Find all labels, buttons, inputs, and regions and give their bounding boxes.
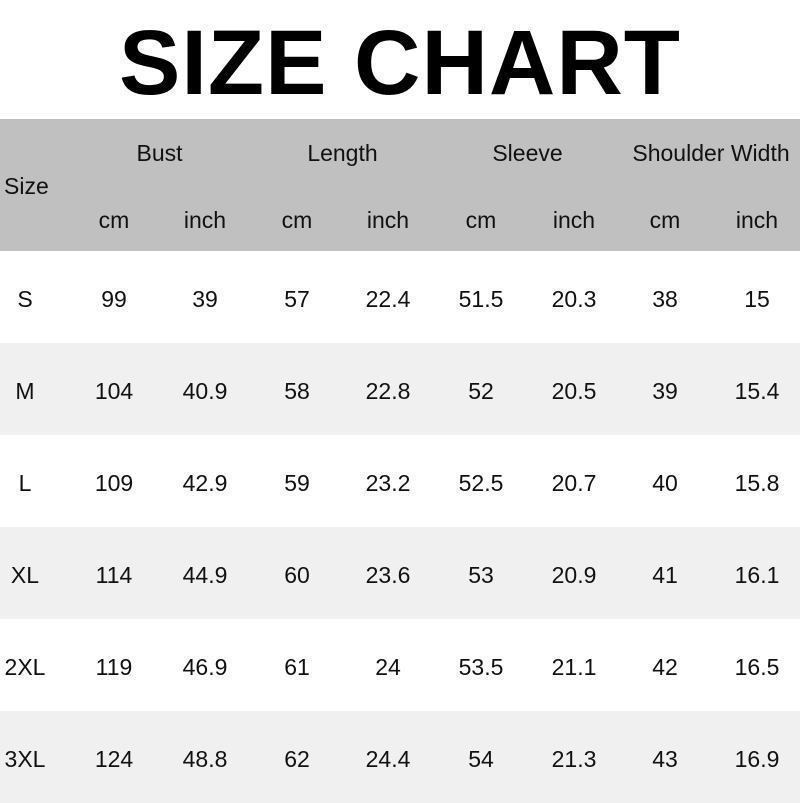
value-cell: 16.5 xyxy=(734,654,780,680)
header-unit: cm xyxy=(465,207,497,233)
table-row xyxy=(0,343,800,435)
header-group-shoulder-width: Shoulder Width xyxy=(632,140,790,166)
value-cell: 46.9 xyxy=(182,654,228,680)
value-cell: 22.8 xyxy=(365,378,411,404)
header-unit: inch xyxy=(366,207,410,233)
value-cell: 40 xyxy=(652,470,678,496)
table-row xyxy=(0,527,800,619)
value-cell: 44.9 xyxy=(182,562,228,588)
size-cell: M xyxy=(15,378,35,404)
value-cell: 24 xyxy=(375,654,401,680)
value-cell: 59 xyxy=(284,470,310,496)
value-cell: 54 xyxy=(468,746,494,772)
value-cell: 40.9 xyxy=(182,378,228,404)
value-cell: 124 xyxy=(94,746,134,772)
value-cell: 52 xyxy=(468,378,494,404)
size-cell: 3XL xyxy=(4,746,46,772)
header-unit: inch xyxy=(183,207,227,233)
value-cell: 15.8 xyxy=(734,470,780,496)
value-cell: 43 xyxy=(652,746,678,772)
value-cell: 15.4 xyxy=(734,378,780,404)
value-cell: 16.9 xyxy=(734,746,780,772)
value-cell: 41 xyxy=(652,562,678,588)
value-cell: 16.1 xyxy=(734,562,780,588)
value-cell: 60 xyxy=(284,562,310,588)
value-cell: 61 xyxy=(284,654,310,680)
value-cell: 39 xyxy=(652,378,678,404)
value-cell: 20.3 xyxy=(551,286,597,312)
value-cell: 109 xyxy=(94,470,134,496)
header-unit: cm xyxy=(281,207,313,233)
value-cell: 23.2 xyxy=(365,470,411,496)
value-cell: 51.5 xyxy=(458,286,504,312)
value-cell: 15 xyxy=(744,286,770,312)
header-group-bust: Bust xyxy=(136,140,183,166)
value-cell: 20.5 xyxy=(551,378,597,404)
value-cell: 58 xyxy=(284,378,310,404)
header-size: Size xyxy=(4,173,49,199)
value-cell: 20.7 xyxy=(551,470,597,496)
value-cell: 22.4 xyxy=(365,286,411,312)
value-cell: 21.3 xyxy=(551,746,597,772)
header-group-sleeve: Sleeve xyxy=(492,140,563,166)
value-cell: 39 xyxy=(192,286,218,312)
value-cell: 53 xyxy=(468,562,494,588)
value-cell: 42 xyxy=(652,654,678,680)
value-cell: 48.8 xyxy=(182,746,228,772)
table-row xyxy=(0,711,800,803)
value-cell: 57 xyxy=(284,286,310,312)
header-unit: inch xyxy=(552,207,596,233)
value-cell: 62 xyxy=(284,746,310,772)
value-cell: 119 xyxy=(95,654,133,680)
header-group-length: Length xyxy=(307,140,378,166)
table-header xyxy=(0,119,800,251)
value-cell: 20.9 xyxy=(551,562,597,588)
value-cell: 23.6 xyxy=(365,562,411,588)
value-cell: 24.4 xyxy=(365,746,411,772)
value-cell: 99 xyxy=(101,286,127,312)
header-unit: inch xyxy=(735,207,779,233)
header-unit: cm xyxy=(649,207,681,233)
value-cell: 21.1 xyxy=(551,654,597,680)
value-cell: 104 xyxy=(94,378,134,404)
size-cell: XL xyxy=(10,562,40,588)
value-cell: 114 xyxy=(95,562,133,588)
size-cell: S xyxy=(17,286,33,312)
size-cell: L xyxy=(18,470,32,496)
value-cell: 53.5 xyxy=(458,654,504,680)
value-cell: 42.9 xyxy=(182,470,228,496)
size-cell: 2XL xyxy=(4,654,46,680)
page-title: SIZE CHART xyxy=(119,12,681,114)
header-unit: cm xyxy=(98,207,130,233)
value-cell: 38 xyxy=(652,286,678,312)
value-cell: 52.5 xyxy=(458,470,504,496)
